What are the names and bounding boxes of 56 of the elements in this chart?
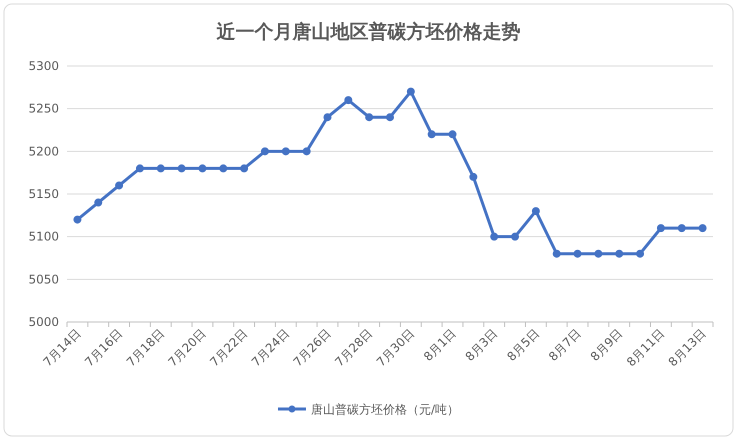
- point: [615, 250, 624, 258]
- point: [94, 198, 102, 207]
- point: [594, 250, 602, 258]
- point: [178, 164, 186, 172]
- point: [552, 250, 561, 258]
- x-tick-label: 7月24日: [248, 326, 292, 370]
- x-tick-label: 7月20日: [166, 326, 209, 370]
- x-tick-label: 8月13日: [666, 326, 709, 370]
- point: [490, 232, 498, 241]
- x-tick-label: 7月16日: [82, 326, 126, 370]
- point: [678, 224, 686, 232]
- x-tick-label: 7月22日: [207, 326, 250, 370]
- point: [344, 96, 352, 104]
- x-tick-label: 7月28日: [332, 326, 376, 370]
- point: [656, 224, 665, 232]
- x-tick-label: 7月18日: [124, 326, 167, 370]
- legend-label: 唐山普碳方坯价格（元/吨）: [310, 402, 460, 416]
- y-tick-label: 5300: [28, 59, 59, 73]
- point: [386, 113, 394, 122]
- y-tick-label: 5200: [28, 144, 59, 158]
- x-tick-label: 8月9日: [588, 326, 626, 364]
- y-tick-label: 5050: [28, 272, 59, 286]
- x-tick-label: 8月5日: [504, 326, 542, 364]
- point: [198, 164, 206, 172]
- point: [574, 250, 582, 258]
- y-tick-label: 5000: [28, 315, 59, 329]
- point: [406, 88, 415, 96]
- point: [448, 130, 457, 138]
- point: [115, 181, 124, 190]
- x-tick-label: 8月7日: [546, 326, 584, 364]
- point: [323, 113, 332, 122]
- point: [428, 130, 436, 138]
- point: [240, 164, 248, 172]
- x-tick-label: 7月14日: [40, 326, 84, 370]
- point: [302, 147, 311, 156]
- point: [469, 172, 478, 181]
- x-tick-label: 8月1日: [420, 326, 459, 364]
- point: [636, 250, 644, 258]
- y-tick-label: 5250: [28, 102, 59, 116]
- x-tick-label: 8月11日: [624, 326, 668, 370]
- y-tick-label: 5100: [28, 230, 59, 244]
- point: [698, 224, 707, 232]
- x-tick-label: 7月30日: [374, 326, 417, 370]
- x-tick-label: 8月3日: [462, 326, 500, 364]
- point: [260, 147, 269, 156]
- point: [511, 232, 520, 241]
- point: [73, 216, 82, 224]
- point: [156, 164, 165, 172]
- y-tick-label: 5150: [28, 187, 59, 201]
- chart-title: 近一个月唐山地区普碳方坯价格走势: [216, 21, 520, 43]
- x-tick-label: 7月26日: [290, 326, 334, 370]
- point: [365, 113, 374, 122]
- point: [219, 164, 228, 172]
- point: [282, 147, 290, 156]
- point: [532, 207, 540, 216]
- point: [136, 164, 144, 172]
